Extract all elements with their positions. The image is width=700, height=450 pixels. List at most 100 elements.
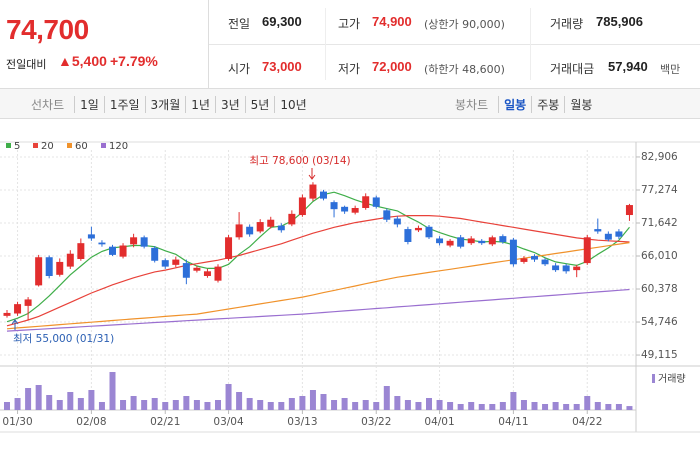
candle-body bbox=[140, 237, 148, 247]
candle-body bbox=[77, 243, 85, 259]
candle-body bbox=[98, 242, 106, 245]
y-tick-label: 60,378 bbox=[641, 283, 678, 295]
field-label: 시가 bbox=[228, 62, 251, 76]
ma-line bbox=[6, 215, 630, 327]
field-label: 저가 bbox=[338, 62, 361, 76]
legend-swatch bbox=[33, 143, 38, 148]
volume-bar bbox=[605, 404, 612, 410]
volume-bar bbox=[531, 402, 538, 410]
candle-body bbox=[130, 237, 138, 245]
volume-bar bbox=[563, 404, 570, 410]
volume-bar bbox=[98, 402, 105, 410]
volume-bar bbox=[436, 400, 443, 410]
candle-body bbox=[225, 237, 233, 259]
field-label: 거래대금 bbox=[550, 62, 595, 76]
candle-body bbox=[425, 226, 433, 238]
legend-swatch bbox=[6, 143, 11, 148]
ma-line bbox=[6, 288, 630, 332]
volume-bar bbox=[362, 400, 369, 410]
range-button[interactable]: 1일 bbox=[74, 96, 104, 113]
candle-body bbox=[277, 225, 285, 231]
candle-body bbox=[56, 261, 64, 275]
range-button[interactable]: 3개월 bbox=[144, 96, 186, 113]
volume-bar bbox=[457, 404, 464, 410]
candle-body bbox=[256, 222, 264, 232]
x-tick-label: 02/21 bbox=[150, 416, 180, 428]
field-label: 전일 bbox=[228, 17, 251, 31]
candle-body bbox=[488, 237, 496, 245]
range-button[interactable]: 3년 bbox=[214, 96, 245, 113]
field-value: 785,906 bbox=[596, 14, 643, 29]
field-value: 69,300 bbox=[262, 14, 302, 29]
range-button[interactable]: 1주일 bbox=[103, 96, 145, 113]
period-button[interactable]: 주봉 bbox=[531, 96, 564, 113]
candle-body bbox=[151, 247, 159, 261]
field-value: 72,000 bbox=[372, 59, 412, 74]
range-button[interactable]: 5년 bbox=[244, 96, 275, 113]
volume-bar bbox=[626, 406, 633, 410]
candle-body bbox=[320, 191, 327, 199]
volume-bar bbox=[141, 400, 148, 410]
y-tick-label: 54,746 bbox=[641, 316, 678, 328]
field-value: 73,000 bbox=[262, 59, 302, 74]
volume-bar bbox=[615, 404, 622, 410]
period-button[interactable]: 월봉 bbox=[564, 96, 597, 113]
candle-body bbox=[499, 236, 507, 242]
candle-body bbox=[583, 237, 591, 264]
volume-bar bbox=[404, 400, 411, 410]
volume-bar bbox=[478, 404, 485, 410]
legend-label: 거래량 bbox=[658, 373, 686, 385]
volume-bar bbox=[257, 400, 264, 410]
candle-body bbox=[478, 240, 486, 244]
line-chart-label: 선차트 bbox=[31, 98, 65, 112]
candle-body bbox=[66, 253, 74, 267]
volume-bar bbox=[225, 384, 232, 410]
candle-body bbox=[3, 312, 11, 316]
candle-body bbox=[404, 229, 412, 242]
volume-bar bbox=[4, 402, 10, 410]
divider bbox=[530, 8, 531, 80]
candle-body bbox=[119, 245, 127, 257]
volume-bar bbox=[510, 392, 517, 410]
range-button[interactable]: 10년 bbox=[274, 96, 311, 113]
volume-bar bbox=[278, 402, 285, 410]
field-value: 57,940 bbox=[608, 59, 648, 74]
volume-bar bbox=[204, 402, 211, 410]
candle-body bbox=[467, 238, 475, 244]
volume-bar bbox=[383, 386, 390, 410]
field-label: 고가 bbox=[338, 17, 361, 31]
volume-bar bbox=[151, 398, 158, 410]
range-button[interactable]: 1년 bbox=[185, 96, 215, 113]
candle-body bbox=[246, 226, 254, 235]
field-note: 백만 bbox=[660, 63, 681, 76]
candle-body bbox=[341, 206, 349, 212]
volume-bar bbox=[499, 402, 506, 410]
period-button[interactable]: 일봉 bbox=[498, 96, 531, 113]
x-tick-label: 03/04 bbox=[213, 416, 244, 428]
y-tick-label: 66,010 bbox=[641, 250, 678, 262]
candle-body bbox=[330, 202, 338, 210]
candle-body bbox=[393, 218, 401, 225]
volume-bar bbox=[77, 398, 84, 410]
volume-bar bbox=[35, 385, 42, 410]
x-tick-label: 04/01 bbox=[424, 416, 454, 428]
candle-body bbox=[509, 239, 517, 265]
candle-body bbox=[446, 240, 454, 246]
annotation: 최저 55,000 (01/31) bbox=[13, 333, 114, 345]
field-value: 74,900 bbox=[372, 14, 412, 29]
x-tick-label: 03/22 bbox=[361, 416, 391, 428]
volume-bar bbox=[299, 396, 306, 410]
candle-chart-label: 봉차트 bbox=[455, 98, 489, 112]
field-note: (상한가 90,000) bbox=[424, 18, 505, 31]
candle-body bbox=[298, 197, 306, 216]
volume-bar bbox=[46, 395, 53, 410]
volume-bar bbox=[573, 404, 580, 410]
candle-body bbox=[87, 234, 95, 239]
volume-bar bbox=[236, 392, 243, 410]
legend-label: 120 bbox=[109, 141, 128, 152]
annotation: 최고 78,600 (03/14) bbox=[249, 155, 350, 167]
volume-bar bbox=[193, 400, 200, 410]
x-tick-label: 01/30 bbox=[2, 416, 32, 428]
ma-line bbox=[6, 242, 630, 330]
